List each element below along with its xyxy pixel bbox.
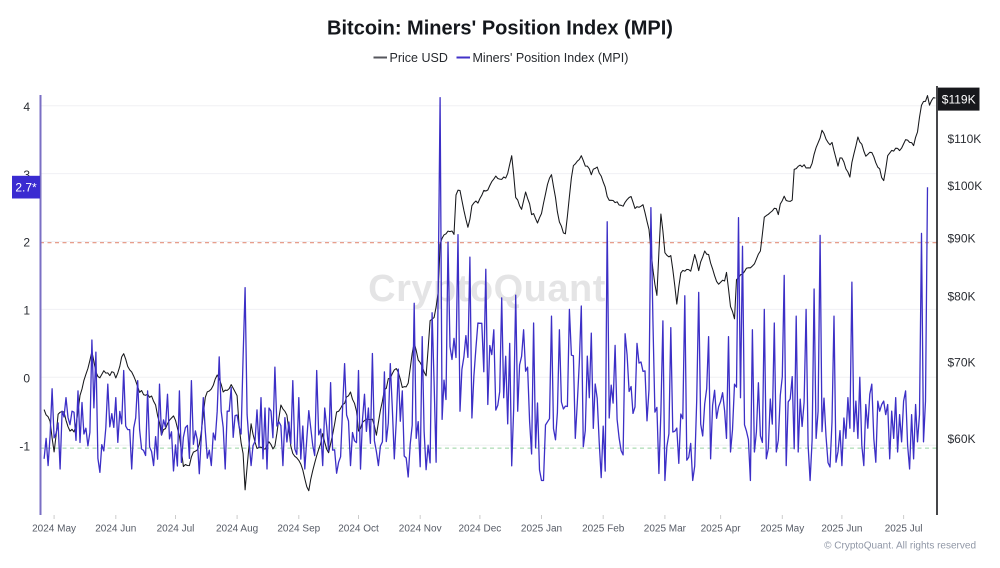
svg-text:2024 May: 2024 May	[32, 524, 76, 535]
svg-text:0: 0	[23, 372, 30, 386]
svg-text:2024 Oct: 2024 Oct	[338, 524, 379, 535]
svg-text:CryptoQuant: CryptoQuant	[368, 268, 606, 310]
svg-text:$110K: $110K	[948, 132, 982, 146]
svg-text:1: 1	[23, 304, 30, 318]
svg-text:$90K: $90K	[948, 231, 976, 245]
svg-text:2025 Mar: 2025 Mar	[644, 524, 687, 535]
svg-text:$70K: $70K	[948, 356, 976, 370]
svg-text:© CryptoQuant. All rights rese: © CryptoQuant. All rights reserved	[824, 541, 976, 552]
svg-text:Bitcoin: Miners' Position Inde: Bitcoin: Miners' Position Index (MPI)	[327, 18, 673, 40]
svg-text:2025 Jan: 2025 Jan	[521, 524, 562, 535]
svg-text:2024 Sep: 2024 Sep	[277, 524, 320, 535]
svg-text:2024 Jul: 2024 Jul	[157, 524, 195, 535]
svg-text:2: 2	[23, 236, 30, 250]
svg-text:2.7*: 2.7*	[15, 180, 37, 194]
svg-text:-1: -1	[19, 439, 30, 453]
svg-text:3: 3	[23, 168, 30, 182]
svg-text:$80K: $80K	[948, 290, 976, 304]
svg-text:2025 Apr: 2025 Apr	[701, 524, 742, 535]
svg-text:2024 Aug: 2024 Aug	[216, 524, 258, 535]
svg-text:2024 Dec: 2024 Dec	[458, 524, 501, 535]
svg-text:$100K: $100K	[948, 179, 983, 193]
svg-text:$119K: $119K	[942, 92, 976, 106]
svg-text:2024 Jun: 2024 Jun	[95, 524, 136, 535]
svg-text:Price USD: Price USD	[390, 51, 448, 65]
svg-text:2025 Jul: 2025 Jul	[885, 524, 923, 535]
svg-text:$60K: $60K	[948, 432, 976, 446]
svg-text:4: 4	[23, 100, 30, 114]
svg-text:2025 Feb: 2025 Feb	[582, 524, 625, 535]
svg-text:2025 May: 2025 May	[760, 524, 804, 535]
svg-text:Miners' Position Index (MPI): Miners' Position Index (MPI)	[473, 51, 629, 65]
svg-text:2024 Nov: 2024 Nov	[399, 524, 442, 535]
svg-text:2025 Jun: 2025 Jun	[821, 524, 862, 535]
